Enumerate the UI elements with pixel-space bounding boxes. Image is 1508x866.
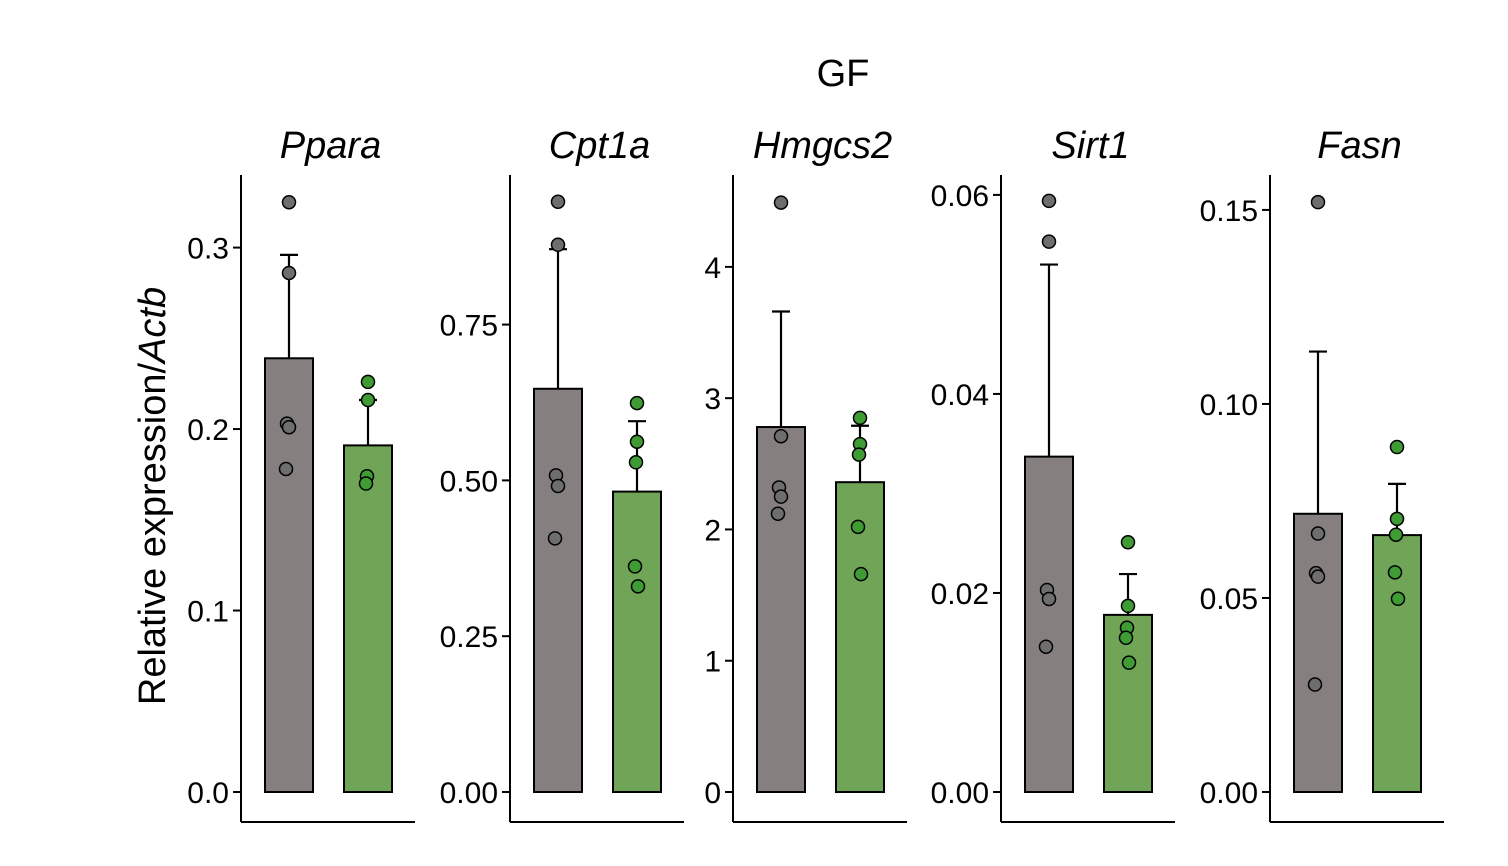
data-point	[281, 194, 297, 210]
data-point	[629, 395, 645, 411]
data-point	[1121, 655, 1137, 670]
y-tick-label: 1	[704, 646, 721, 679]
data-point	[773, 195, 789, 210]
y-tick-label: 0.00	[931, 777, 989, 810]
panel-hmgcs2: Hmgcs2 0 1 2 3 4	[704, 125, 907, 823]
data-point	[550, 194, 566, 210]
data-point	[852, 410, 868, 426]
y-tick-label: 4	[704, 252, 721, 285]
y-tick-label: 0.04	[931, 379, 989, 412]
data-point	[358, 476, 374, 491]
data-point	[1041, 193, 1057, 209]
y-tick-label: 0.25	[440, 621, 498, 654]
panel-sirt1: Sirt1 0.00 0.02 0.04 0.06	[931, 125, 1175, 823]
data-point	[1387, 565, 1403, 580]
bar	[612, 490, 662, 793]
y-axis-label-prefix: Relative expression/	[132, 363, 174, 706]
y-tick-label: 2	[704, 514, 721, 547]
data-point	[1310, 194, 1326, 210]
y-tick-label: 0.00	[440, 777, 498, 810]
bar	[1024, 455, 1074, 793]
y-tick-label: 0.0	[187, 777, 229, 810]
bar	[533, 387, 583, 793]
data-point	[550, 478, 566, 494]
data-point	[1038, 639, 1054, 654]
data-point	[360, 374, 376, 390]
y-tick-label: 0.15	[1200, 195, 1258, 228]
y-axis-label-gene: Actb	[132, 287, 174, 365]
data-point	[281, 419, 297, 435]
panel-title: Fasn	[1317, 125, 1401, 167]
data-point	[850, 519, 866, 535]
bar	[343, 444, 393, 793]
data-point	[770, 506, 786, 521]
data-point	[629, 434, 645, 449]
bar	[1293, 512, 1343, 794]
y-tick-label: 0.50	[440, 465, 498, 498]
y-tick-label: 0.06	[931, 180, 989, 213]
y-tick-label: 0.1	[187, 596, 229, 629]
panel-cpt1a: Cpt1a 0.00 0.25 0.50 0.75	[440, 125, 684, 823]
y-tick-label: 0.00	[1200, 777, 1258, 810]
figure-title: GF	[817, 53, 870, 95]
data-point	[1390, 591, 1406, 607]
panel-title: Cpt1a	[549, 125, 650, 167]
y-tick-label: 0.05	[1200, 583, 1258, 616]
data-point	[1041, 591, 1057, 607]
data-point	[773, 489, 789, 504]
y-tick-label: 0	[704, 777, 721, 810]
data-point	[851, 447, 867, 462]
y-tick-label: 0.10	[1200, 389, 1258, 422]
data-point	[1389, 511, 1405, 527]
chart-panels: Ppara 0.0 0.1 0.2 0.3 Cpt1a 0.00 0.25 0.50 0.75 Hm…	[187, 125, 1444, 823]
panel-fasn: Fasn 0.00 0.05 0.10 0.15	[1200, 125, 1444, 823]
bar	[835, 481, 885, 793]
data-point	[281, 265, 297, 281]
data-point	[628, 455, 644, 470]
panel-title: Hmgcs2	[753, 125, 892, 167]
data-point	[1388, 527, 1404, 542]
y-tick-label: 3	[704, 383, 721, 416]
data-point	[1120, 598, 1136, 614]
y-tick-label: 0.75	[440, 310, 498, 343]
data-point	[1310, 526, 1326, 541]
data-point	[853, 566, 869, 582]
data-point	[1307, 677, 1323, 692]
data-point	[1310, 569, 1326, 584]
data-point	[773, 428, 789, 444]
data-point	[547, 531, 563, 546]
y-tick-label: 0.2	[187, 414, 229, 447]
data-point	[1041, 234, 1057, 249]
panel-ppara: Ppara 0.0 0.1 0.2 0.3	[187, 125, 415, 823]
data-point	[630, 579, 646, 594]
data-point	[1118, 630, 1134, 645]
y-axis-label: Relative expression/Actb	[132, 287, 174, 705]
y-tick-label: 0.02	[931, 578, 989, 611]
data-point	[550, 237, 566, 253]
data-point	[1389, 439, 1405, 455]
data-point	[360, 392, 376, 408]
data-point	[1120, 534, 1136, 550]
panel-title: Ppara	[280, 125, 381, 167]
data-point	[627, 559, 643, 574]
y-tick-label: 0.3	[187, 233, 229, 266]
data-point	[278, 461, 294, 477]
panel-title: Sirt1	[1051, 125, 1129, 167]
